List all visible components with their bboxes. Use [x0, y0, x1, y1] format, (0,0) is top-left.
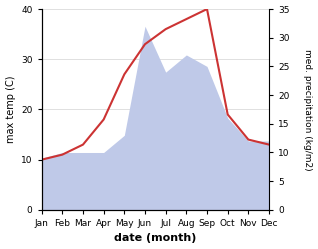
Y-axis label: med. precipitation (kg/m2): med. precipitation (kg/m2): [303, 49, 313, 170]
X-axis label: date (month): date (month): [114, 234, 197, 244]
Y-axis label: max temp (C): max temp (C): [5, 76, 16, 143]
